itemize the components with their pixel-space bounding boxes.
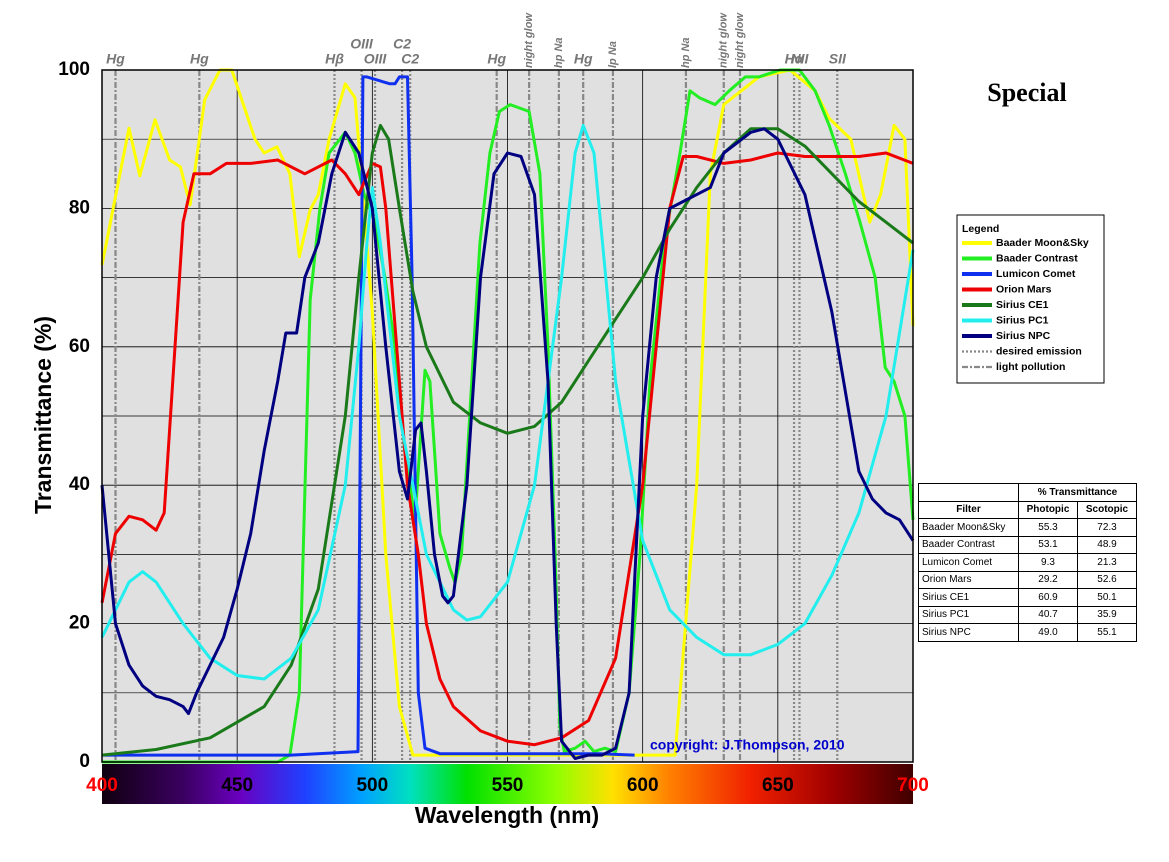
emission-label: Hα xyxy=(785,51,805,67)
table-row: Orion Mars 29.2 52.6 xyxy=(918,570,1137,589)
emission-label: C2 xyxy=(393,36,411,52)
legend-label: Sirius NPC xyxy=(996,330,1051,342)
table-cell: 40.7 xyxy=(1018,605,1078,624)
legend-label: Orion Mars xyxy=(996,283,1052,295)
emission-label: Hβ xyxy=(325,51,344,67)
table-header: Filter xyxy=(918,500,1019,519)
copyright: copyright: J.Thompson, 2010 xyxy=(650,737,845,753)
x-tick-label: 450 xyxy=(221,775,253,796)
table-cell: Baader Moon&Sky xyxy=(918,518,1019,537)
y-tick-label: 80 xyxy=(69,197,90,218)
series-line xyxy=(101,123,914,757)
table-cell: 55.1 xyxy=(1077,623,1137,642)
y-tick-label: 0 xyxy=(79,751,90,772)
transmittance-table: % Transmittance Filter Photopic Scotopic Baa… xyxy=(918,483,1137,642)
legend-label: light pollution xyxy=(996,361,1065,373)
emission-label: hp Na xyxy=(680,37,692,68)
table-header: Scotopic xyxy=(1077,500,1137,519)
x-tick-label: 400 xyxy=(86,775,118,796)
table-row: Sirius NPC 49.0 55.1 xyxy=(918,623,1137,642)
emission-label: Hg xyxy=(106,51,125,67)
table-cell: 29.2 xyxy=(1018,570,1078,589)
table-header: Photopic xyxy=(1018,500,1078,519)
emission-label: C2 xyxy=(401,51,419,67)
emission-label: night glow xyxy=(734,12,746,68)
table-cell: Orion Mars xyxy=(918,570,1019,589)
emission-label: lp Na xyxy=(607,41,619,68)
table-row: Sirius PC1 40.7 35.9 xyxy=(918,605,1137,624)
emission-label: Hg xyxy=(190,51,209,67)
y-tick-label: 40 xyxy=(69,474,90,495)
x-tick-label: 650 xyxy=(762,775,794,796)
x-tick-label: 600 xyxy=(627,775,659,796)
spectrum-bar xyxy=(102,764,913,804)
x-tick-label: 700 xyxy=(897,775,929,796)
series-line xyxy=(100,123,915,681)
table-cell: 50.1 xyxy=(1077,588,1137,607)
emission-label: OIII xyxy=(350,36,374,52)
table-row: % Transmittance xyxy=(918,483,1137,502)
table-cell: Sirius PC1 xyxy=(918,605,1019,624)
y-tick-label: 100 xyxy=(58,59,90,80)
series-line xyxy=(100,127,915,760)
legend-label: Lumicon Comet xyxy=(996,268,1076,280)
y-tick-label: 20 xyxy=(69,613,90,634)
emission-label: hp Na xyxy=(553,37,565,68)
x-tick-label: 500 xyxy=(356,775,388,796)
table-cell: 49.0 xyxy=(1018,623,1078,642)
table-cell: 35.9 xyxy=(1077,605,1137,624)
table-cell: Lumicon Comet xyxy=(918,553,1019,572)
table-cell: 9.3 xyxy=(1018,553,1078,572)
emission-label: night glow xyxy=(718,12,730,68)
x-axis-label: Wavelength (nm) xyxy=(415,802,599,828)
table-group-header: % Transmittance xyxy=(1018,483,1137,502)
emission-label: SII xyxy=(829,51,847,67)
legend-label: desired emission xyxy=(996,345,1082,357)
table-row: Baader Contrast 53.1 48.9 xyxy=(918,535,1137,554)
table-cell: 55.3 xyxy=(1018,518,1078,537)
table-row: Baader Moon&Sky 55.3 72.3 xyxy=(918,518,1137,537)
table-cell: 60.9 xyxy=(1018,588,1078,607)
series-line xyxy=(102,75,635,757)
table-cell: Baader Contrast xyxy=(918,535,1019,554)
legend-label: Baader Contrast xyxy=(996,252,1078,264)
table-cell: Sirius NPC xyxy=(918,623,1019,642)
table-cell: 21.3 xyxy=(1077,553,1137,572)
legend-label: Sirius PC1 xyxy=(996,314,1049,326)
legend-title: Legend xyxy=(962,223,999,235)
emission-label: OIII xyxy=(364,51,388,67)
table-row: Lumicon Comet 9.3 21.3 xyxy=(918,553,1137,572)
emission-label: Hg xyxy=(574,51,593,67)
series-line xyxy=(100,151,914,747)
table-row: Filter Photopic Scotopic xyxy=(918,500,1137,519)
legend-label: Sirius CE1 xyxy=(996,299,1049,311)
table-cell: 53.1 xyxy=(1018,535,1078,554)
legend-label: Baader Moon&Sky xyxy=(996,237,1089,249)
y-axis-label: Transmittance (%) xyxy=(30,316,56,514)
plot-border xyxy=(101,69,914,763)
table-cell: 72.3 xyxy=(1077,518,1137,537)
emission-label: NII xyxy=(791,51,810,67)
table-row: Sirius CE1 60.9 50.1 xyxy=(918,588,1137,607)
emission-label: night glow xyxy=(523,12,535,68)
chart-title: Special xyxy=(987,78,1066,107)
table-cell: Sirius CE1 xyxy=(918,588,1019,607)
table-corner xyxy=(918,483,1019,502)
table-cell: 48.9 xyxy=(1077,535,1137,554)
table-cell: 52.6 xyxy=(1077,570,1137,589)
y-tick-label: 60 xyxy=(69,336,90,357)
emission-label: Hg xyxy=(487,51,506,67)
x-tick-label: 550 xyxy=(492,775,524,796)
